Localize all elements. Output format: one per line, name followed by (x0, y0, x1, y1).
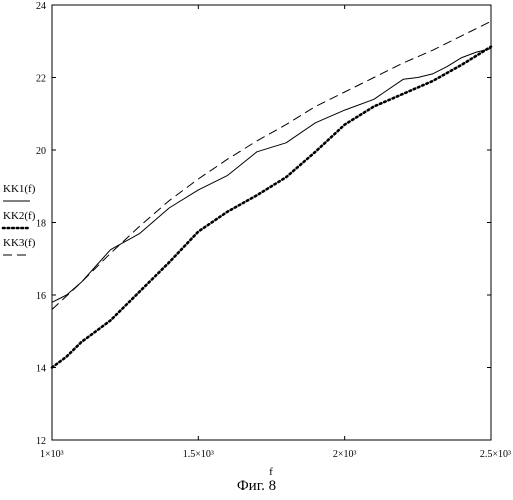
series-line-kk3f (52, 21, 491, 309)
legend-label: KK3(f) (3, 237, 36, 249)
series-line-kk1f (52, 49, 491, 303)
x-tick-label: 2.5×10³ (480, 449, 511, 460)
x-tick-label: 2×10³ (333, 449, 357, 460)
legend-label: KK2(f) (3, 210, 36, 222)
legend-label: KK1(f) (3, 183, 36, 195)
figure-caption: Фиг. 8 (0, 478, 513, 495)
y-tick-label: 22 (36, 74, 46, 85)
y-tick-label: 20 (36, 146, 46, 157)
y-tick-label: 16 (36, 291, 46, 302)
y-tick-label: 24 (36, 1, 46, 12)
y-tick-label: 18 (36, 219, 46, 230)
x-axis-label: f (269, 466, 273, 478)
plot-frame (52, 5, 491, 440)
x-tick-label: 1.5×10³ (183, 449, 214, 460)
series-line-kk2f (52, 47, 491, 368)
y-tick-label: 14 (36, 364, 46, 375)
y-tick-label: 12 (36, 436, 46, 447)
x-tick-label: 1×10³ (40, 449, 64, 460)
